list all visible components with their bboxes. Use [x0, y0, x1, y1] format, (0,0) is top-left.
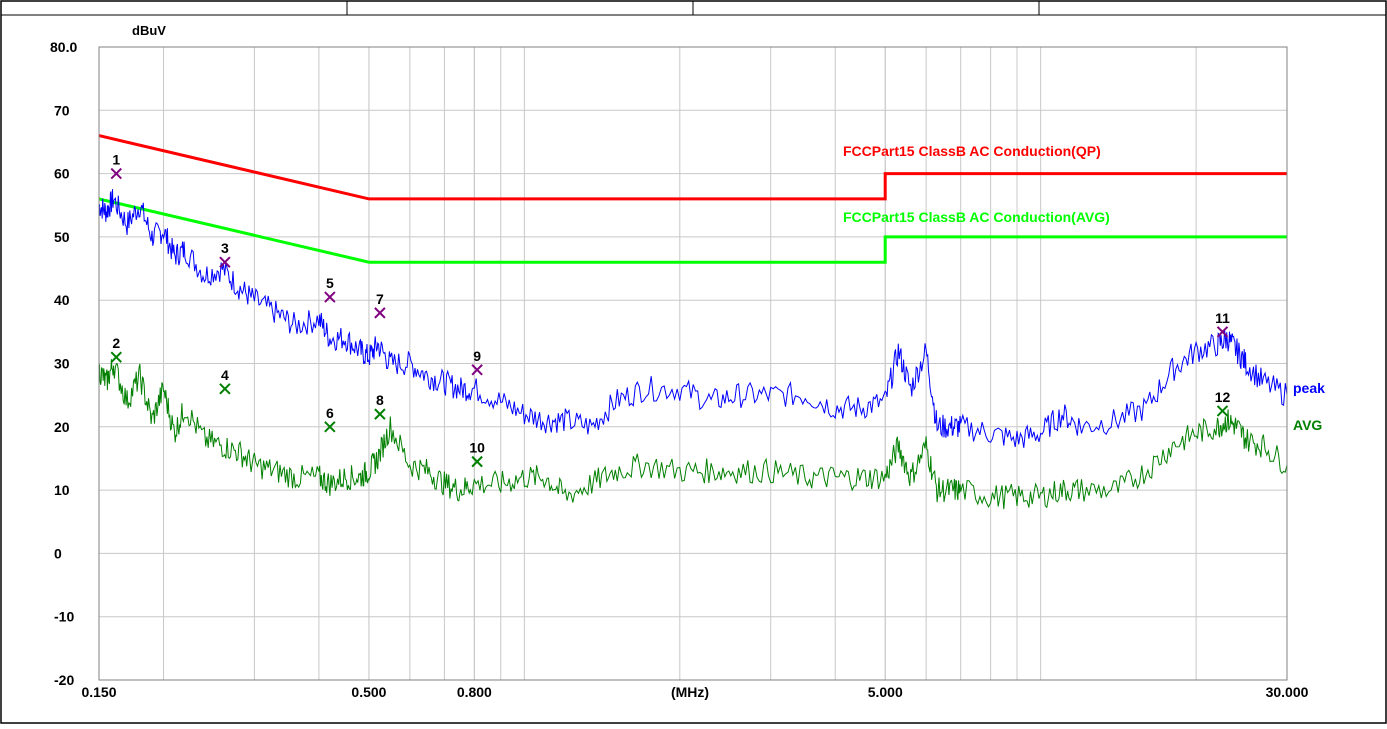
- marker: 12: [1215, 389, 1231, 417]
- marker-label: 1: [112, 152, 120, 168]
- y-tick-label: -10: [54, 609, 74, 625]
- x-tick-label: 30.000: [1266, 684, 1309, 700]
- marker-cross: [471, 364, 483, 376]
- series-label: peak: [1293, 380, 1325, 396]
- x-tick-label: 5.000: [868, 684, 903, 700]
- marker-cross: [110, 351, 122, 363]
- series-lines: [98, 189, 1288, 510]
- y-tick-label: 70: [54, 102, 70, 118]
- marker-cross: [374, 408, 386, 420]
- marker-cross: [1216, 326, 1229, 338]
- axes: [98, 46, 1288, 681]
- y-tick-label: 30: [54, 356, 70, 372]
- marker-label: 2: [112, 335, 120, 351]
- limit-line: [98, 197, 1287, 264]
- marker-label: 6: [326, 405, 334, 421]
- marker: 2: [110, 335, 122, 363]
- marker: 8: [374, 392, 386, 420]
- marker: 5: [324, 275, 336, 303]
- limit-line: [98, 134, 1287, 201]
- marker-label: 4: [221, 367, 229, 383]
- x-unit-label: (MHz): [671, 684, 709, 700]
- marker: 10: [469, 440, 485, 468]
- marker-cross: [219, 256, 231, 268]
- marker-label: 11: [1215, 310, 1230, 326]
- marker-cross: [324, 421, 336, 433]
- marker-label: 10: [469, 440, 485, 456]
- limit-lines: [98, 134, 1287, 264]
- limit-line-label: FCCPart15 ClassB AC Conduction(QP): [843, 143, 1101, 159]
- marker: 3: [219, 240, 231, 268]
- marker-cross: [374, 307, 386, 319]
- y-tick-label: 50: [54, 229, 70, 245]
- labels: 80.0 70 60 50 40 30 20 10 0 -10 -20 dBuV 0.150 0.500 0…: [50, 23, 1325, 700]
- y-unit-label: dBuV: [132, 23, 166, 38]
- series-line: [98, 359, 1288, 510]
- y-tick-label: 80.0: [50, 39, 77, 55]
- y-tick-label: 60: [54, 166, 70, 182]
- marker-cross: [1216, 405, 1229, 417]
- y-tick-label: 10: [54, 482, 70, 498]
- y-tick-label: 20: [54, 419, 70, 435]
- x-tick-label: 0.800: [457, 684, 492, 700]
- marker: 7: [374, 291, 386, 319]
- limit-line-label: FCCPart15 ClassB AC Conduction(AVG): [843, 209, 1110, 225]
- marker-cross: [110, 167, 122, 180]
- marker: 11: [1215, 310, 1230, 338]
- y-tick-label: 0: [54, 545, 62, 561]
- marker: 4: [219, 367, 231, 395]
- x-tick-label: 0.150: [81, 684, 116, 700]
- marker-label: 5: [326, 275, 334, 291]
- marker-label: 12: [1215, 389, 1231, 405]
- marker-cross: [324, 291, 336, 303]
- marker: 6: [324, 405, 336, 433]
- y-tick-label: -20: [54, 672, 74, 688]
- y-tick-label: 40: [54, 292, 70, 308]
- marker: 9: [471, 348, 483, 376]
- marker-cross: [471, 455, 483, 468]
- marker-label: 3: [221, 240, 229, 256]
- marker-label: 7: [376, 291, 384, 307]
- series-label: AVG: [1293, 417, 1322, 433]
- series-line: [98, 189, 1288, 448]
- marker-cross: [219, 383, 231, 395]
- marker-label: 8: [376, 392, 384, 408]
- marker-label: 9: [473, 348, 481, 364]
- x-tick-label: 0.500: [351, 684, 386, 700]
- grid: [99, 47, 1287, 680]
- plot-frame: [98, 46, 1288, 681]
- marker: 1: [110, 152, 122, 180]
